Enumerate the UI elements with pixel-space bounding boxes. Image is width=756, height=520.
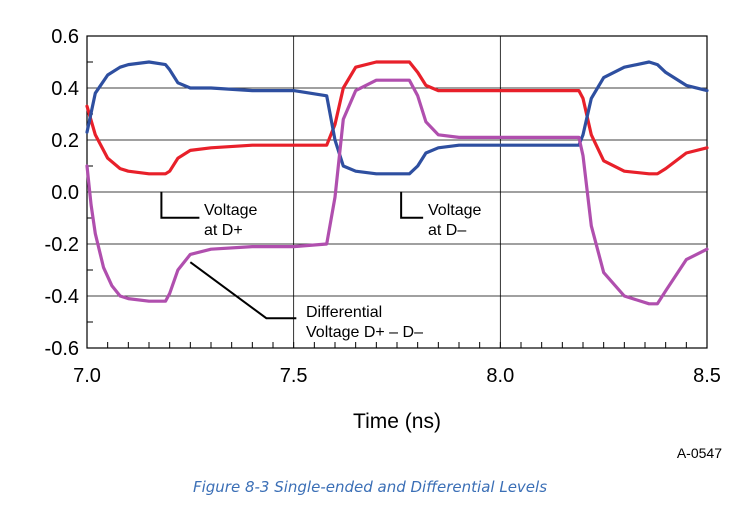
x-tick-label: 8.5 [693,365,721,387]
x-tick-label: 8.0 [486,365,514,387]
y-tick-label: -0.6 [45,338,79,360]
axis-ticks: -0.6 -0.4 -0.2 0.0 0.2 0.4 0.6 7.0 7.5 8.0 8.5 [45,26,721,387]
annotation-leader-line [189,261,297,320]
annotation-label: Differential [306,304,382,321]
series-line-voltage-at-d [85,60,709,176]
x-axis-title: Time (ns) [353,410,441,433]
figure-code: A-0547 [677,445,722,461]
series-line-voltage-at-d [85,60,709,176]
figure-caption: Figure 8-3 Single-ended and Differential… [192,478,548,496]
annotations: Voltage at D+ Voltage at D– Differential Volt… [160,191,481,341]
x-tick-label: 7.5 [280,365,308,387]
y-tick-label: -0.4 [45,286,79,308]
annotation-label: at D+ [204,222,243,239]
series-line-differential-voltage-d-d [85,78,709,306]
annotation-label: Voltage D+ – D– [306,324,423,341]
y-tick-label: 0.0 [51,182,79,204]
annotation-leader-line [160,191,200,219]
y-tick-label: 0.2 [51,130,79,152]
series-group [85,60,709,306]
annotation-label: Voltage [428,202,481,219]
annotation-leader-line [400,191,424,219]
annotation-label: Voltage [204,202,257,219]
x-tick-label: 7.0 [73,365,101,387]
y-tick-label: -0.2 [45,234,79,256]
y-tick-label: 0.6 [51,26,79,48]
y-tick-label: 0.4 [51,78,79,100]
annotation-label: at D– [428,222,466,239]
